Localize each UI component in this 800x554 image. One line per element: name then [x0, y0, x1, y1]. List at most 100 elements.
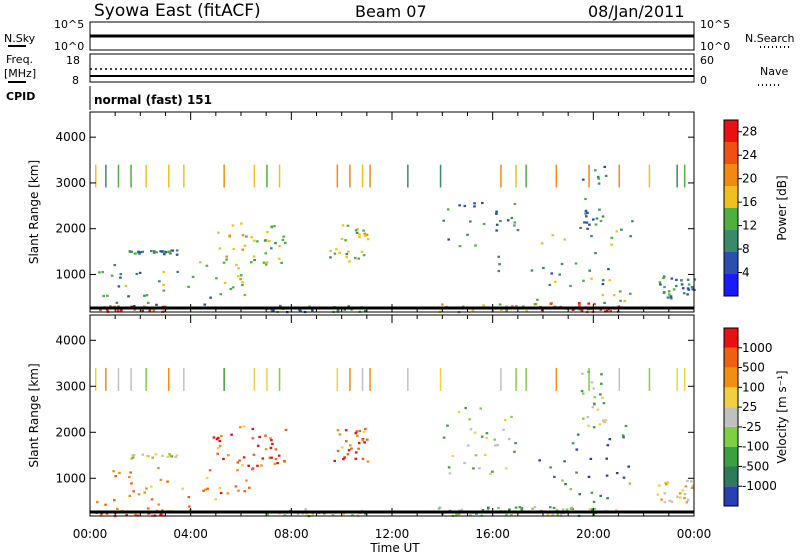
- echo-cell: [215, 277, 218, 280]
- echo-stripe: [361, 367, 364, 391]
- echo-cell: [357, 447, 360, 450]
- echo-cell: [305, 512, 308, 515]
- echo-cell: [106, 294, 109, 297]
- echo-cell: [615, 472, 619, 475]
- echo-cell: [530, 269, 534, 272]
- echo-cell: [153, 250, 156, 253]
- echo-cell: [587, 424, 590, 427]
- echo-cell: [250, 236, 253, 239]
- echo-cell: [690, 480, 693, 483]
- colorbar-swatch: [724, 387, 738, 408]
- echo-cell: [659, 283, 662, 286]
- echo-cell: [229, 287, 233, 291]
- echo-stripe: [555, 367, 558, 391]
- nave-label: Nave: [760, 65, 788, 78]
- echo-cell: [204, 488, 207, 491]
- echo-cell: [119, 273, 123, 276]
- echo-cell: [679, 496, 682, 499]
- echo-stripe: [439, 367, 442, 391]
- echo-cell: [590, 277, 593, 280]
- echo-cell: [243, 490, 247, 493]
- echo-cell: [355, 231, 359, 234]
- echo-cell: [552, 506, 556, 509]
- echo-cell: [580, 389, 584, 393]
- echo-cell: [586, 416, 590, 419]
- nsky-tick-bottom: 10^0: [54, 40, 84, 53]
- echo-cell: [101, 271, 104, 274]
- echo-cell: [469, 428, 473, 431]
- echo-cell: [672, 288, 676, 291]
- echo-cell: [218, 486, 222, 490]
- y-tick-label: 3000: [55, 379, 86, 393]
- echo-cell: [128, 494, 132, 498]
- echo-cell: [119, 276, 122, 279]
- echo-cell: [540, 242, 544, 245]
- echo-cell: [564, 483, 567, 486]
- echo-cell: [681, 489, 685, 492]
- echo-cell: [442, 219, 445, 222]
- echo-stripe: [369, 164, 371, 188]
- echo-cell: [597, 177, 600, 180]
- echo-cell: [588, 223, 591, 226]
- echo-cell: [591, 508, 594, 511]
- echo-cell: [128, 475, 131, 479]
- echo-cell: [683, 496, 686, 500]
- echo-cell: [667, 296, 670, 299]
- echo-stripe: [361, 164, 364, 188]
- echo-cell: [358, 236, 361, 239]
- echo-cell: [245, 235, 248, 238]
- echo-cell: [473, 205, 476, 208]
- echo-cell: [351, 514, 354, 517]
- echo-cell: [593, 396, 597, 399]
- echo-cell: [247, 464, 250, 467]
- echo-cell: [217, 231, 220, 234]
- echo-cell: [346, 453, 350, 456]
- colorbar-tick-label: 16: [742, 195, 757, 209]
- echo-cell: [686, 278, 690, 281]
- echo-cell: [593, 403, 596, 406]
- echo-cell: [99, 308, 102, 312]
- echo-cell: [561, 479, 564, 482]
- echo-stripe: [525, 164, 527, 188]
- colorbar-swatch: [724, 120, 738, 142]
- echo-cell: [560, 262, 564, 266]
- echo-cell: [175, 249, 179, 252]
- echo-cell: [550, 272, 553, 275]
- echo-cell: [159, 250, 162, 253]
- echo-cell: [167, 250, 171, 253]
- echo-cell: [241, 284, 244, 287]
- y-tick-label: 2000: [55, 222, 86, 236]
- echo-cell: [594, 169, 597, 172]
- nsearch-tick-top: 10^5: [700, 18, 730, 31]
- echo-cell: [598, 208, 601, 211]
- echo-cell: [558, 273, 561, 276]
- echo-cell: [508, 508, 511, 511]
- echo-cell: [687, 288, 691, 291]
- echo-cell: [489, 472, 492, 475]
- echo-cell: [579, 226, 582, 229]
- echo-cell: [171, 249, 175, 252]
- echo-cell: [615, 230, 619, 233]
- colorbar-swatch: [724, 186, 738, 208]
- echo-cell: [591, 406, 595, 409]
- echo-cell: [662, 275, 666, 278]
- echo-cell: [590, 491, 594, 494]
- echo-cell: [347, 305, 350, 308]
- echo-cell: [362, 430, 366, 433]
- echo-cell: [264, 448, 268, 451]
- echo-cell: [451, 454, 454, 458]
- echo-cell: [346, 224, 350, 227]
- echo-cell: [115, 301, 119, 304]
- echo-cell: [159, 478, 163, 481]
- echo-cell: [343, 456, 346, 459]
- echo-cell: [137, 493, 141, 496]
- echo-cell: [555, 509, 559, 512]
- echo-cell: [685, 501, 689, 504]
- echo-cell: [262, 261, 266, 264]
- echo-cell: [271, 442, 274, 445]
- echo-cell: [159, 513, 163, 516]
- echo-cell: [335, 248, 338, 251]
- echo-stripe: [369, 367, 371, 391]
- colorbar-swatch: [724, 208, 738, 230]
- echo-cell: [174, 455, 177, 458]
